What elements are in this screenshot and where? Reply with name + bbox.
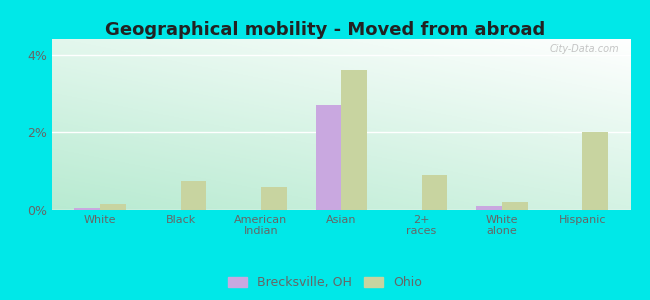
Bar [100,204,126,210]
Bar [75,208,100,210]
Legend: Brecksville, OH, Ohio: Brecksville, OH, Ohio [223,271,427,294]
Bar [422,175,447,210]
Bar [476,206,502,210]
Bar [341,70,367,210]
Bar [582,132,608,210]
Bar [181,181,206,210]
Bar [315,105,341,210]
Bar [502,202,528,210]
Text: City-Data.com: City-Data.com [549,44,619,54]
Text: Geographical mobility - Moved from abroad: Geographical mobility - Moved from abroa… [105,21,545,39]
Bar [261,187,287,210]
